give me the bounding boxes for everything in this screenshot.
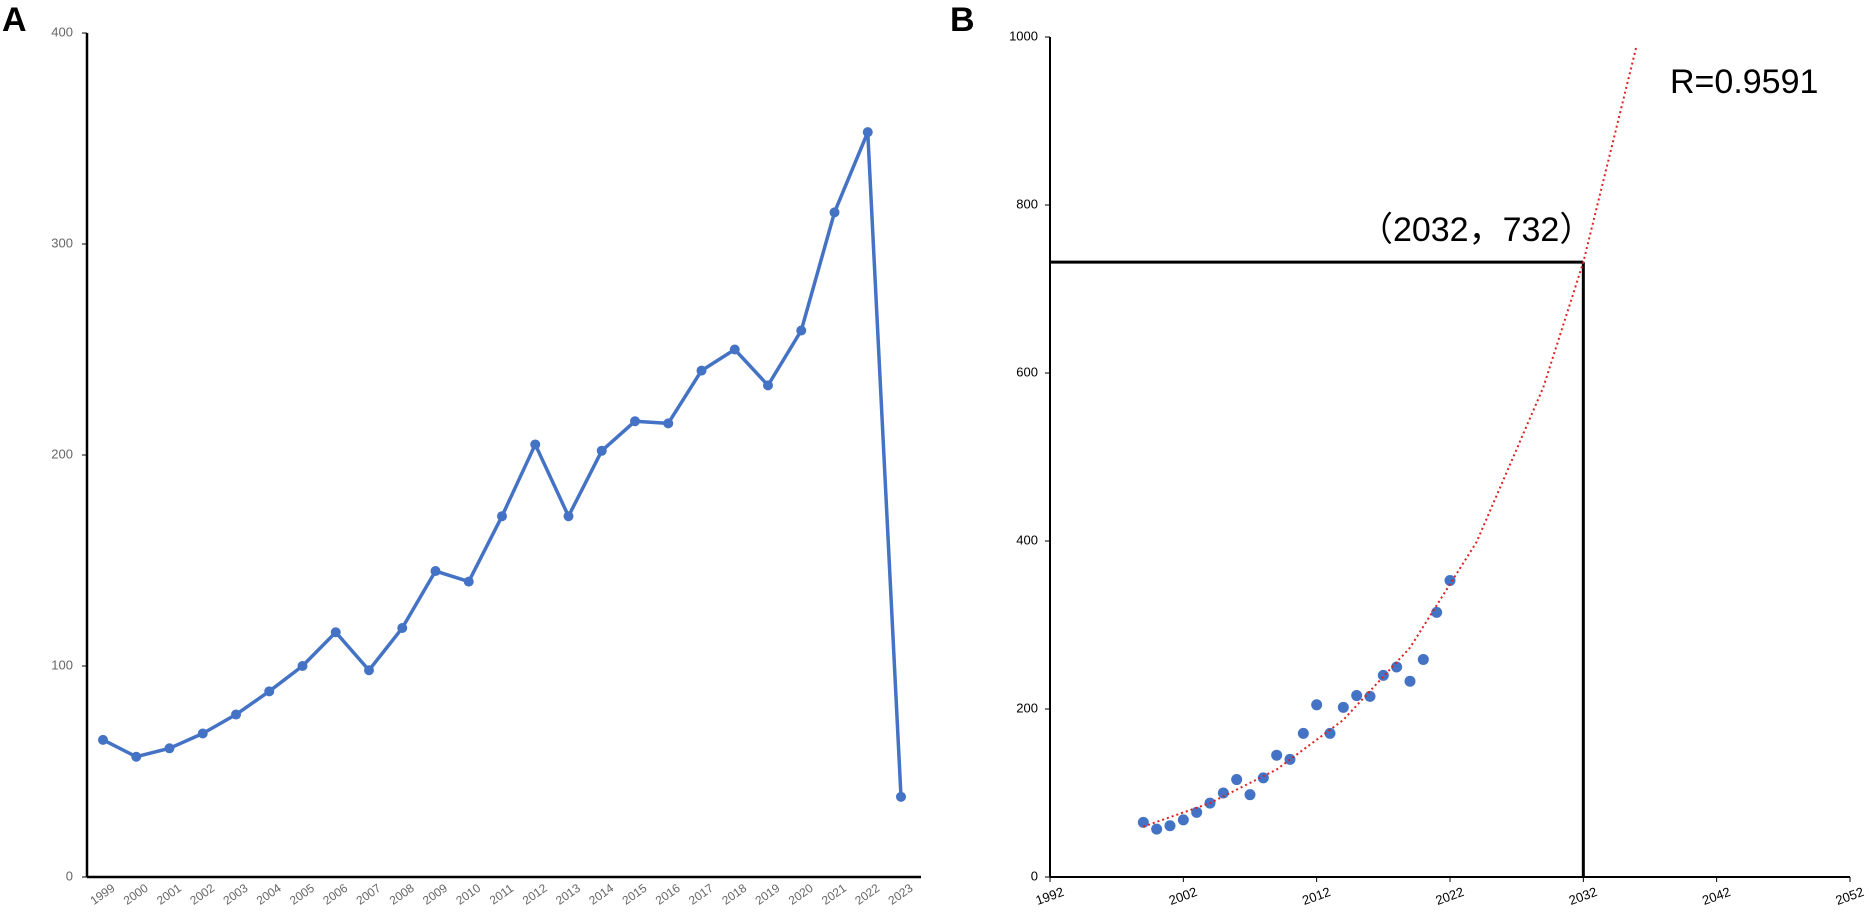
x-tick-label: 2011 <box>487 881 516 907</box>
y-tick-label: 400 <box>51 24 73 39</box>
y-tick-label: 1000 <box>1009 28 1038 43</box>
y-tick-label: 600 <box>1016 364 1038 379</box>
x-tick-label: 1992 <box>1033 884 1065 908</box>
x-tick-label: 2013 <box>553 881 583 908</box>
data-point <box>663 418 674 429</box>
x-tick-label: 2021 <box>819 881 849 908</box>
x-tick-label: 2000 <box>121 881 151 908</box>
data-point <box>1151 823 1163 835</box>
x-tick-label: 2016 <box>653 881 683 908</box>
data-point <box>297 661 308 671</box>
data-point <box>729 344 740 355</box>
data-point <box>1257 772 1269 784</box>
y-tick-label: 200 <box>1016 700 1038 715</box>
data-point <box>1217 787 1229 799</box>
x-tick-label: 2032 <box>1567 884 1599 908</box>
data-point <box>630 416 640 427</box>
y-tick-label: 800 <box>1016 196 1038 211</box>
r-label: R=0.9591 <box>1670 63 1818 101</box>
panel-label: A <box>2 1 27 39</box>
x-tick-label: 2003 <box>221 881 251 908</box>
data-point <box>896 791 906 802</box>
x-tick-label: 2006 <box>320 881 350 908</box>
x-tick-label: 2002 <box>187 881 217 908</box>
data-point <box>1177 814 1189 826</box>
data-point <box>1444 574 1456 586</box>
data-point <box>231 709 241 720</box>
data-point <box>1244 789 1256 801</box>
data-point <box>1271 749 1283 761</box>
data-point <box>1191 806 1203 818</box>
x-tick-label: 2017 <box>686 881 716 908</box>
data-point <box>1404 675 1416 687</box>
y-tick-label: 400 <box>1016 532 1038 547</box>
annotation: （2032，732） <box>1359 211 1593 249</box>
data-point <box>1297 727 1309 739</box>
y-tick-label: 100 <box>51 657 73 672</box>
data-point <box>1364 690 1376 702</box>
data-point <box>763 380 773 391</box>
data-point <box>264 686 275 697</box>
x-tick-label: 2010 <box>453 881 483 908</box>
x-tick-label: 2002 <box>1167 884 1199 908</box>
x-tick-label: 2008 <box>387 881 417 908</box>
data-point <box>1231 774 1243 786</box>
data-point <box>1164 820 1176 832</box>
data-point <box>1351 690 1363 702</box>
x-tick-label: 2014 <box>586 881 616 908</box>
data-point <box>596 445 607 456</box>
data-point <box>530 439 541 450</box>
data-point <box>1311 699 1323 711</box>
x-tick-label: 2042 <box>1700 884 1732 908</box>
x-tick-label: 2015 <box>620 881 650 908</box>
x-tick-label: 2020 <box>786 881 816 908</box>
x-tick-label: 2022 <box>852 881 882 908</box>
x-tick-label: 2018 <box>719 881 749 908</box>
y-tick-label: 0 <box>66 868 73 883</box>
x-tick-label: 2009 <box>420 881 450 908</box>
x-tick-label: 2001 <box>154 881 184 908</box>
data-point <box>364 665 374 676</box>
data-point <box>696 365 707 376</box>
x-tick-label: 2023 <box>886 881 916 908</box>
data-point <box>98 734 108 745</box>
data-point <box>330 627 341 638</box>
x-tick-label: 2004 <box>254 881 284 908</box>
data-point <box>497 511 507 522</box>
x-tick-label: 2019 <box>753 881 783 908</box>
data-point <box>430 566 441 577</box>
y-tick-label: 300 <box>51 235 73 250</box>
data-point <box>1377 669 1389 681</box>
data-point <box>862 127 873 138</box>
data-point <box>463 576 474 587</box>
data-point <box>1391 661 1403 673</box>
data-point <box>1137 816 1149 828</box>
x-tick-label: 2005 <box>287 881 317 908</box>
data-point <box>1431 606 1443 618</box>
data-point <box>1337 701 1349 713</box>
data-point <box>164 743 175 754</box>
y-tick-label: 0 <box>1031 868 1038 883</box>
x-tick-label: 2012 <box>520 881 550 908</box>
x-tick-label: 2022 <box>1433 884 1465 908</box>
data-point <box>397 623 408 634</box>
data-point <box>829 207 840 218</box>
trend-line <box>1142 45 1638 828</box>
y-tick-label: 200 <box>51 446 73 461</box>
data-point <box>796 325 807 336</box>
data-point <box>1417 653 1429 665</box>
panel-label: B <box>950 1 975 39</box>
x-tick-label: 1999 <box>88 881 118 908</box>
data-point <box>131 751 142 762</box>
data-point <box>563 511 574 522</box>
x-tick-label: 2052 <box>1833 884 1865 908</box>
data-point <box>1324 727 1336 739</box>
x-tick-label: 2012 <box>1300 884 1332 908</box>
data-point <box>197 728 208 739</box>
data-line <box>102 130 903 797</box>
x-tick-label: 2007 <box>354 881 384 908</box>
